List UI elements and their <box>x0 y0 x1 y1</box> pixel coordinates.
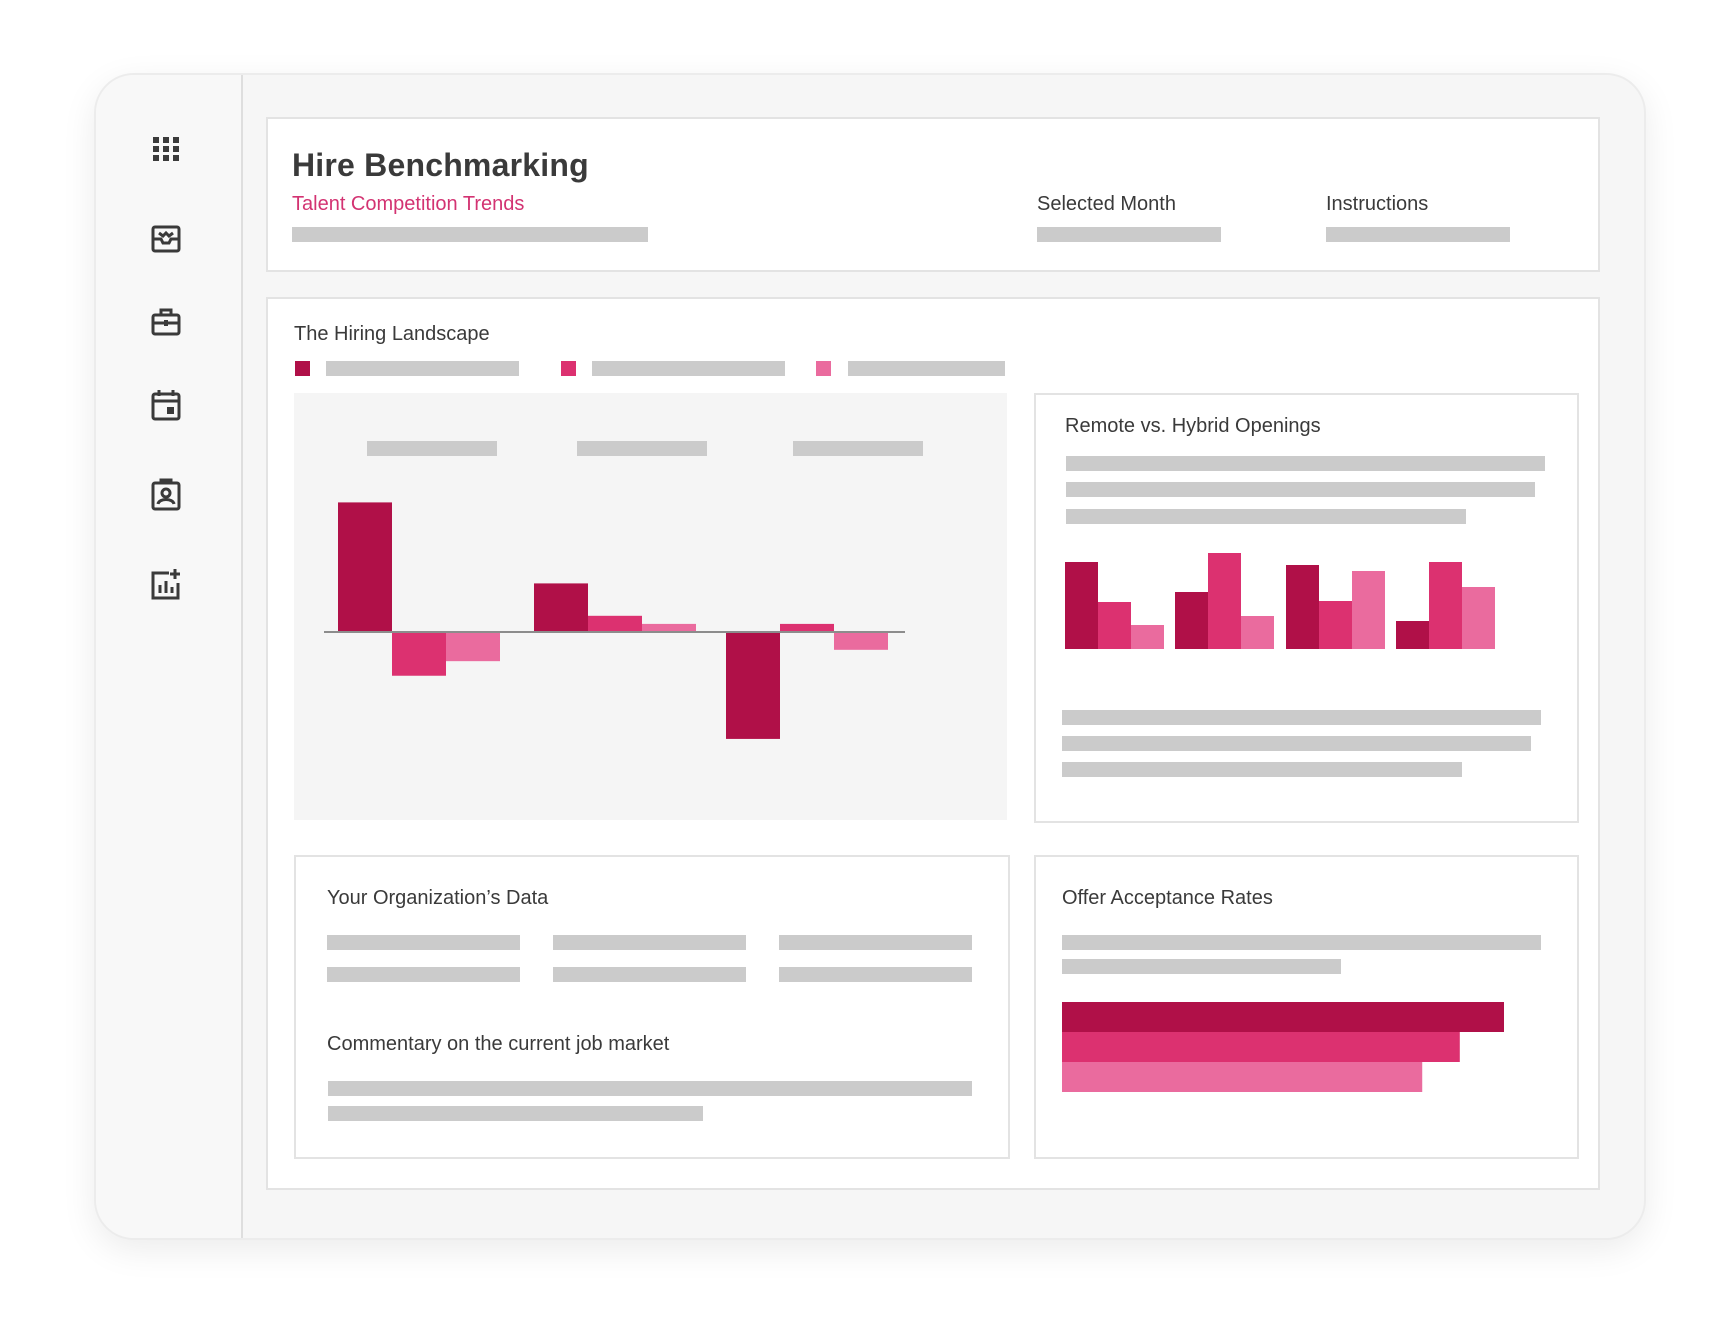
metric-placeholder <box>327 935 520 950</box>
inbox-icon[interactable] <box>151 222 181 256</box>
landscape-bar-g2-s1 <box>534 583 588 632</box>
legend-swatch-series1 <box>295 361 310 376</box>
org-data-panel: Your Organization’s Data Commentary on t… <box>294 855 1010 1159</box>
offer-acceptance-panel: Offer Acceptance Rates <box>1034 855 1579 1159</box>
remote-hybrid-bar-g4-s3 <box>1462 587 1495 649</box>
acceptance-bar-1 <box>1062 1002 1504 1032</box>
remote-hybrid-bar-g3-s2 <box>1319 601 1352 649</box>
metric-placeholder <box>553 967 746 982</box>
apps-grid-icon[interactable] <box>151 132 181 166</box>
metric-placeholder <box>553 935 746 950</box>
main-card: The Hiring Landscape Remote vs. Hybrid O… <box>266 297 1600 1190</box>
remote-hybrid-bar-g4-s2 <box>1429 562 1462 649</box>
landscape-bar-g3-s2 <box>780 623 834 632</box>
landscape-bar-g2-s2 <box>588 615 642 632</box>
instructions-placeholder <box>1326 227 1510 242</box>
sidebar <box>96 75 243 1238</box>
remote-hybrid-bar-g1-s2 <box>1098 602 1131 649</box>
text-line <box>1062 959 1341 974</box>
offer-acceptance-title: Offer Acceptance Rates <box>1062 887 1273 909</box>
text-line <box>1062 935 1541 950</box>
remote-hybrid-bar-g4-s1 <box>1396 621 1429 649</box>
text-line <box>328 1106 703 1121</box>
commentary-title: Commentary on the current job market <box>327 1033 670 1055</box>
contact-badge-icon[interactable] <box>151 477 181 511</box>
category-label-1 <box>367 441 497 456</box>
metric-placeholder <box>779 935 972 950</box>
remote-hybrid-svg <box>1065 553 1495 649</box>
legend-label-series2 <box>592 361 785 376</box>
legend-swatch-series2 <box>561 361 576 376</box>
text-line <box>1062 710 1541 725</box>
subtitle-placeholder <box>292 227 648 242</box>
remote-hybrid-bar-g1-s3 <box>1131 625 1164 649</box>
legend-label-series1 <box>326 361 519 376</box>
app-window: Hire Benchmarking Talent Competition Tre… <box>94 73 1646 1240</box>
category-label-3 <box>793 441 923 456</box>
add-chart-icon[interactable] <box>151 567 181 601</box>
remote-hybrid-panel: Remote vs. Hybrid Openings <box>1034 393 1579 823</box>
remote-hybrid-bar-g3-s1 <box>1286 565 1319 649</box>
page-subtitle: Talent Competition Trends <box>292 193 525 215</box>
landscape-bar-g1-s1 <box>338 502 392 632</box>
selected-month-label: Selected Month <box>1037 193 1176 215</box>
remote-hybrid-title: Remote vs. Hybrid Openings <box>1065 415 1321 437</box>
org-data-title: Your Organization’s Data <box>327 887 549 909</box>
legend-swatch-series3 <box>816 361 831 376</box>
selected-month-value[interactable] <box>1037 227 1221 242</box>
landscape-bar-g1-s3 <box>446 632 500 662</box>
instructions-label[interactable]: Instructions <box>1326 193 1429 215</box>
remote-hybrid-bar-g1-s1 <box>1065 562 1098 649</box>
landscape-bar-g1-s2 <box>392 632 446 676</box>
metric-placeholder <box>327 967 520 982</box>
text-line <box>1062 762 1462 777</box>
page-title: Hire Benchmarking <box>292 147 589 183</box>
metric-placeholder <box>779 967 972 982</box>
hiring-landscape-svg <box>324 502 905 739</box>
category-label-2 <box>577 441 707 456</box>
acceptance-bar-2 <box>1062 1032 1460 1062</box>
remote-hybrid-bar-g2-s2 <box>1208 553 1241 649</box>
landscape-bar-g3-s1 <box>726 632 780 739</box>
remote-hybrid-bar-g2-s3 <box>1241 616 1274 649</box>
text-line <box>1062 736 1531 751</box>
text-line <box>1066 456 1545 471</box>
landscape-bar-g2-s3 <box>642 623 696 632</box>
briefcase-icon[interactable] <box>151 305 181 339</box>
offer-acceptance-svg <box>1062 1002 1504 1092</box>
header-card: Hire Benchmarking Talent Competition Tre… <box>266 117 1600 272</box>
text-line <box>1066 509 1466 524</box>
remote-hybrid-bar-g2-s1 <box>1175 592 1208 649</box>
calendar-icon[interactable] <box>151 388 181 422</box>
acceptance-bar-3 <box>1062 1062 1423 1092</box>
landscape-bar-g3-s3 <box>834 632 888 650</box>
remote-hybrid-bar-g3-s3 <box>1352 571 1385 649</box>
text-line <box>328 1081 972 1096</box>
hiring-landscape-chart <box>294 393 1007 820</box>
legend-label-series3 <box>848 361 1005 376</box>
hiring-landscape-title: The Hiring Landscape <box>294 323 490 345</box>
text-line <box>1066 482 1535 497</box>
